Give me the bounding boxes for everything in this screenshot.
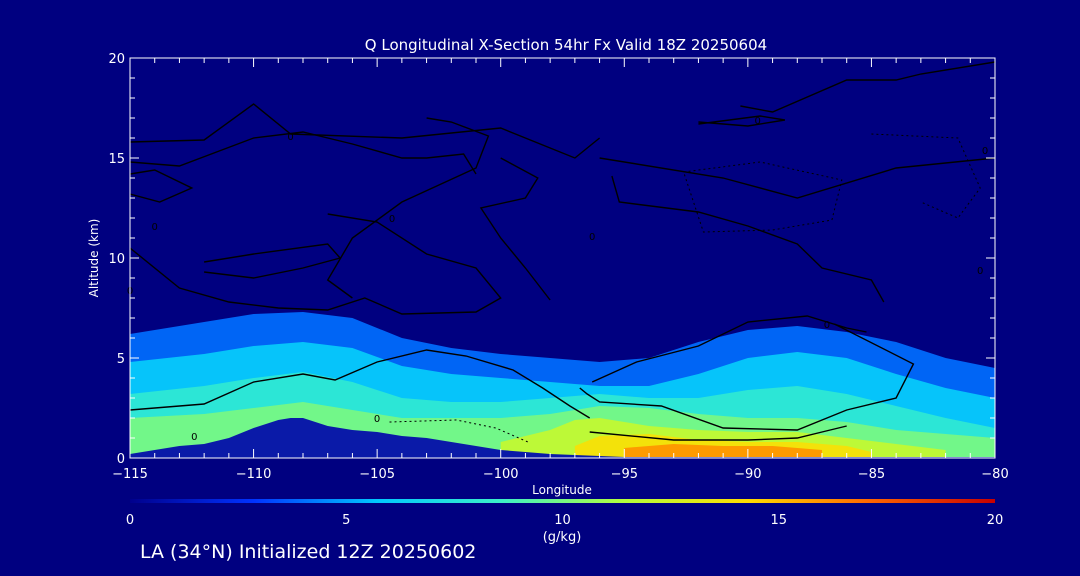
contour-label: 0: [824, 320, 830, 331]
footer-caption: LA (34°N) Initialized 12Z 20250602: [140, 541, 477, 563]
y-tick-label: 0: [117, 452, 125, 467]
colorbar-ticks: 0 5 10 15 20: [126, 513, 1003, 528]
terrain-profile: [130, 418, 995, 458]
y-axis-label: Altitude (km): [87, 219, 101, 298]
contour-line: [130, 213, 502, 315]
contour-line: [130, 349, 591, 419]
contour-label: 0: [287, 132, 293, 143]
x-axis: −115 −110 −105 −100 −95 −90 −85 −80: [112, 58, 1009, 482]
contour-line-dashed: [389, 419, 529, 443]
y-tick-label: 20: [108, 52, 125, 67]
x-tick-label: −100: [483, 467, 519, 482]
contour-line: [130, 103, 601, 159]
colorbar-tick-label: 10: [554, 513, 571, 528]
y-tick-label: 10: [108, 252, 125, 267]
x-tick-label: −110: [236, 467, 272, 482]
contour-label: 0: [374, 414, 380, 425]
contour-label: 0: [982, 146, 988, 157]
colorbar: 0 5 10 15 20 (g/kg): [126, 499, 1003, 545]
contours: [130, 61, 995, 443]
x-tick-label: −105: [359, 467, 395, 482]
contour-line: [579, 323, 915, 431]
y-tick-label: 5: [117, 352, 125, 367]
contour-label: 0: [152, 222, 158, 233]
contour-label: 0: [755, 116, 761, 127]
y-axis: 0 5 10 15 20: [108, 52, 995, 467]
contour-line: [740, 61, 995, 113]
contour-line: [130, 131, 477, 175]
contour-line: [591, 315, 867, 383]
x-axis-label: Longitude: [532, 483, 592, 497]
contour-line: [698, 115, 786, 127]
contour-line: [589, 425, 847, 441]
colorbar-tick-label: 0: [126, 513, 134, 528]
x-tick-label: −95: [611, 467, 638, 482]
colorbar-unit-label: (g/kg): [543, 530, 582, 545]
chart-title: Q Longitudinal X-Section 54hr Fx Valid 1…: [365, 36, 767, 54]
contour-label: 0: [191, 432, 197, 443]
colorbar-tick-label: 5: [342, 513, 350, 528]
contour-line: [599, 157, 995, 199]
colorbar-tick-label: 15: [770, 513, 787, 528]
x-tick-label: −85: [858, 467, 885, 482]
contour-line: [326, 117, 490, 299]
contour-label: 0: [589, 232, 595, 243]
x-tick-label: −80: [981, 467, 1008, 482]
contour-line: [611, 175, 885, 303]
contour-line: [130, 169, 194, 203]
colorbar-tick-label: 20: [987, 513, 1004, 528]
contour-line: [479, 157, 551, 301]
contour-label: 0: [977, 266, 983, 277]
colorbar-strip: [130, 499, 995, 503]
x-tick-label: −115: [112, 467, 148, 482]
y-tick-label: 15: [108, 152, 125, 167]
contour-line-dashed: [683, 161, 843, 233]
x-tick-label: −90: [734, 467, 761, 482]
terrain: [130, 418, 995, 458]
contour-line-dashed: [871, 133, 981, 219]
contour-label: 0: [389, 214, 395, 225]
